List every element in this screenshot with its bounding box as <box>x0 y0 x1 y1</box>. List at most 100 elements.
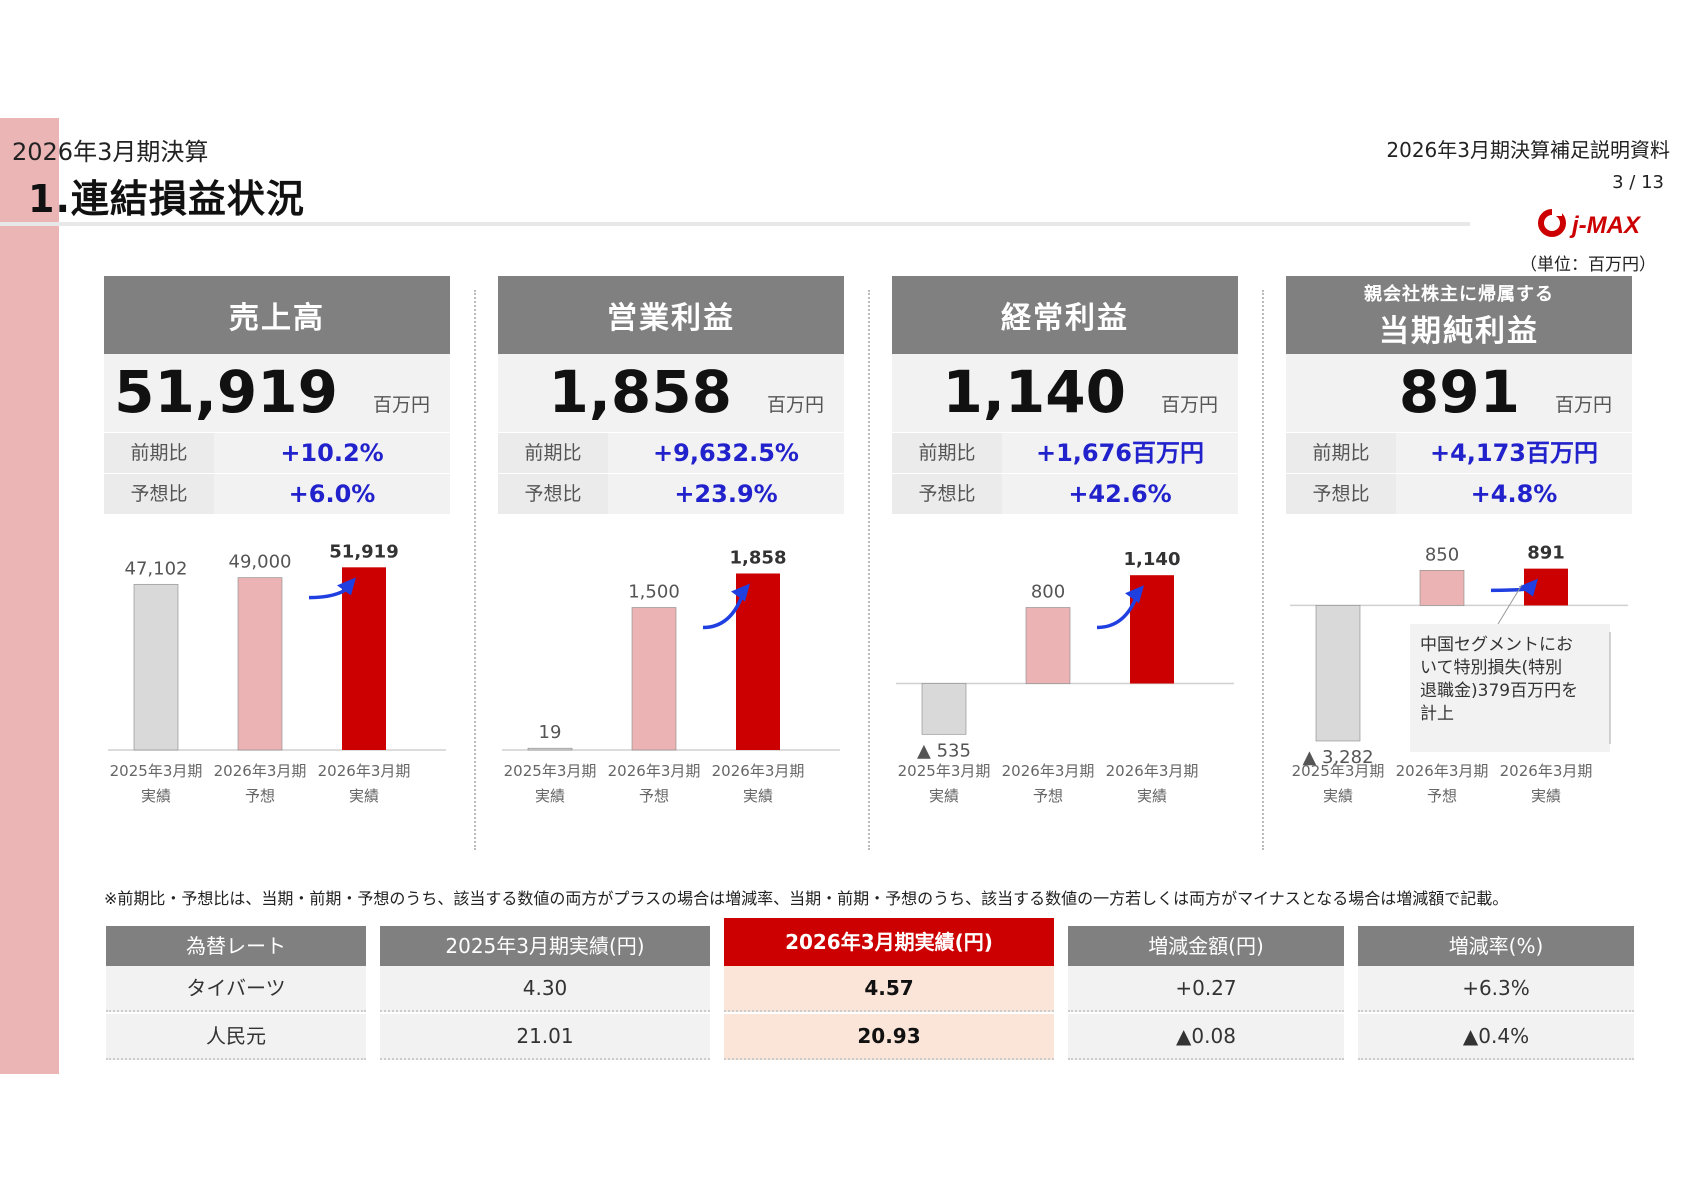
kpi-value: 1,140 <box>942 358 1126 426</box>
kpi-title: 営業利益 <box>607 301 735 336</box>
chart-bar <box>631 607 677 751</box>
column-separator <box>474 290 476 850</box>
fx-cell: +6.3% <box>1358 966 1634 1012</box>
yoy-value: +4,173百万円 <box>1429 439 1599 467</box>
chart-data-label: 47,102 <box>125 558 188 579</box>
fx-cell: 21.01 <box>380 1014 710 1060</box>
chart-category-label: 2025年3月期 <box>504 762 597 780</box>
header-divider <box>0 222 1470 226</box>
chart-bar <box>1315 605 1361 742</box>
kpi-header: 親会社株主に帰属する 当期純利益 <box>1286 276 1632 354</box>
chart-category-label: 2026年3月期 <box>1500 762 1593 780</box>
arrow-head-icon <box>337 577 356 596</box>
callout-text: 中国セグメントにお <box>1420 635 1573 655</box>
kpi-value-box: 1,140 百万円 <box>892 354 1238 432</box>
chart-data-label: 1,140 <box>1124 549 1181 570</box>
kpi-value: 891 <box>1398 358 1520 426</box>
kpi-header: 営業利益 <box>498 276 844 354</box>
fx-header-cell-highlight: 2026年3月期実績(円) <box>724 918 1054 968</box>
plan-label: 予想比 <box>892 474 1002 514</box>
callout-text: 計上 <box>1420 704 1454 724</box>
fx-header-cell: 2025年3月期実績(円) <box>380 926 710 966</box>
fx-cell: +0.27 <box>1068 966 1344 1012</box>
chart-bar <box>237 577 283 751</box>
chart-category-label: 実績 <box>929 787 959 805</box>
kpi-unit: 百万円 <box>1554 394 1612 416</box>
chart-data-label: 1,858 <box>730 547 787 568</box>
page-number: 3 / 13 <box>1612 172 1664 193</box>
chart-category-label: 2026年3月期 <box>318 762 411 780</box>
kpi-yoy-row: 前期比 +9,632.5% <box>498 432 844 473</box>
yoy-label: 前期比 <box>892 433 1002 473</box>
yoy-label: 前期比 <box>1286 433 1396 473</box>
chart-data-label: 850 <box>1425 544 1459 565</box>
chart-bar <box>1419 570 1465 606</box>
jmax-logo: j-MAX <box>1538 208 1642 239</box>
chart-category-label: 2026年3月期 <box>1396 762 1489 780</box>
plan-value: +23.9% <box>674 480 778 508</box>
kpi-plan-row: 予想比 +4.8% <box>1286 473 1632 514</box>
kpi-value-box: 1,858 百万円 <box>498 354 844 432</box>
fx-currency: 人民元 <box>106 1014 366 1060</box>
fx-header-cell: 増減率(%) <box>1358 926 1634 966</box>
kpi-value-box: 891 百万円 <box>1286 354 1632 432</box>
fx-cell: ▲0.08 <box>1068 1014 1344 1060</box>
chart-category-label: 予想 <box>1427 787 1457 805</box>
chart-bar <box>342 567 386 750</box>
plan-value: +6.0% <box>288 480 376 508</box>
fx-currency: タイバーツ <box>106 966 366 1012</box>
chart-bar <box>133 583 179 751</box>
fx-rate-table: 為替レート 2025年3月期実績(円) 2026年3月期実績(円) 増減金額(円… <box>106 918 1634 1062</box>
kpi-value: 51,919 <box>114 358 338 426</box>
kpi-unit: 百万円 <box>372 394 430 416</box>
kpi-title: 経常利益 <box>1001 301 1129 336</box>
chart-category-label: 2026年3月期 <box>1106 762 1199 780</box>
chart-data-label: 19 <box>539 722 562 743</box>
chart-category-label: 2026年3月期 <box>214 762 307 780</box>
footnote: ※前期比・予想比は、当期・前期・予想のうち、該当する数値の両方がプラスの場合は増… <box>104 889 1509 908</box>
fx-cell: ▲0.4% <box>1358 1014 1634 1060</box>
fx-header-cell: 増減金額(円) <box>1068 926 1344 966</box>
kpi-header: 売上高 <box>104 276 450 354</box>
kpi-unit: 百万円 <box>766 394 824 416</box>
yoy-value: +9,632.5% <box>653 439 799 467</box>
kpi-card-net-income: 親会社株主に帰属する 当期純利益 891 百万円 前期比 +4,173百万円 予… <box>1286 276 1632 514</box>
document-title: 2026年3月期決算補足説明資料 <box>1386 138 1670 162</box>
chart-data-label: ▲ 3,282 <box>1302 747 1373 768</box>
chart-category-label: 実績 <box>535 787 565 805</box>
chart-category-label: 実績 <box>1323 787 1353 805</box>
plan-label: 予想比 <box>498 474 608 514</box>
callout-text: 退職金)379百万円を <box>1420 681 1578 701</box>
kpi-plan-row: 予想比 +42.6% <box>892 473 1238 514</box>
chart-data-label: 800 <box>1031 582 1065 603</box>
plan-label: 予想比 <box>1286 474 1396 514</box>
chart-category-label: 実績 <box>349 787 379 805</box>
kpi-subtitle: 親会社株主に帰属する <box>1364 284 1554 305</box>
callout-leader <box>1497 584 1523 625</box>
chart-bar <box>1025 607 1071 684</box>
fx-header-row: 為替レート 2025年3月期実績(円) 2026年3月期実績(円) 増減金額(円… <box>106 918 1634 968</box>
page-title: 1.連結損益状況 <box>28 177 305 221</box>
kpi-value: 1,858 <box>548 358 732 426</box>
chart-data-label: 1,500 <box>628 582 680 603</box>
fx-header-cell: 為替レート <box>106 926 366 966</box>
growth-arrow <box>702 592 745 630</box>
yoy-value: +10.2% <box>280 439 384 467</box>
growth-arrow <box>1096 594 1139 630</box>
yoy-label: 前期比 <box>498 433 608 473</box>
chart-bar <box>921 683 967 735</box>
arrow-head-icon <box>1125 585 1144 604</box>
chart-category-label: 予想 <box>245 787 275 805</box>
unit-label: （単位：百万円） <box>1520 255 1656 275</box>
callout-box <box>1410 624 1610 752</box>
chart-category-label: 実績 <box>141 787 171 805</box>
logo-text: j-MAX <box>1569 212 1642 239</box>
yoy-value: +1,676百万円 <box>1035 439 1205 467</box>
kpi-value-box: 51,919 百万円 <box>104 354 450 432</box>
fx-cell-highlight: 4.57 <box>724 966 1054 1012</box>
chart-category-label: 実績 <box>743 787 773 805</box>
left-accent-bar <box>0 118 59 1074</box>
kpi-unit: 百万円 <box>1160 394 1218 416</box>
